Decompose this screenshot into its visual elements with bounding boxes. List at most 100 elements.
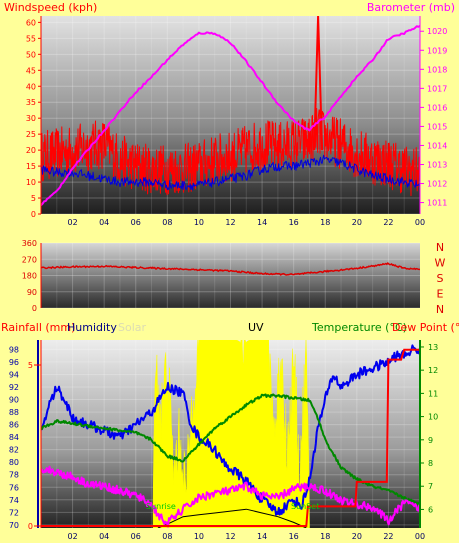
barometer-y-ticks: 1011 1012 1013 1014 1015 1016 1017 1018 1019 1020: [420, 27, 447, 208]
wind-x-tick-label: 04: [99, 218, 109, 227]
wind-x-tick-label: 02: [67, 218, 77, 227]
temperature-y-tick-label: 11: [428, 389, 438, 398]
temperature-y-tick-label: 6: [428, 505, 433, 514]
bottom-legend: Rainfall (mm)Humidity Solar UV Temperature …: [1, 321, 459, 334]
avg_wind-line: [41, 154, 420, 191]
humidity-y-tick-label: 70: [9, 521, 19, 530]
wind-y-tick-label: 25: [26, 130, 36, 139]
wind-x-tick-label: 20: [352, 218, 362, 227]
wind-y-tick-label: 20: [26, 146, 36, 155]
humidity-y-tick-label: 88: [9, 408, 19, 417]
wind-y-tick-label: 30: [26, 114, 36, 123]
direction-y-tick-label: 360: [22, 239, 37, 248]
wind-y-tick-label: 60: [26, 18, 36, 27]
temperature-y-tick-label: 12: [428, 366, 438, 375]
humidity-y-tick-label: 90: [9, 396, 19, 405]
direction-y-tick-label: 90: [27, 288, 37, 297]
barometer-y-tick-label: 1020: [427, 27, 447, 36]
compass-label: E: [437, 288, 444, 301]
humidity-series-group: [41, 340, 420, 528]
bottom-x-ticks: 02 04 06 08 10 12 14 16 18 20 22 00: [67, 532, 425, 541]
wind-series-group: [41, 16, 420, 207]
bottom-x-tick-label: 00: [415, 532, 425, 541]
legend-label: Dew Point (°C): [392, 321, 459, 334]
wind-y-tick-label: 10: [26, 178, 36, 187]
wind-x-tick-label: 10: [194, 218, 204, 227]
rain-y-tick-label: 5: [28, 361, 33, 370]
barometer-y-tick-label: 1012: [427, 180, 447, 189]
barometer-y-tick-label: 1019: [427, 46, 447, 55]
wind-barometer-chart: Windspeed (kph) Barometer (mb) 051015202…: [4, 1, 455, 227]
rain-y-tick-label: 0: [28, 522, 33, 531]
bottom-x-tick-label: 14: [257, 532, 267, 541]
direction-plot-area: [41, 243, 420, 308]
barometer-line: [41, 24, 420, 207]
wind-plot-area: [41, 16, 420, 214]
humidity-y-tick-label: 94: [9, 370, 19, 379]
bottom-x-tick-label: 02: [67, 532, 77, 541]
compass-label: S: [437, 272, 444, 285]
barometer-y-tick-label: 1011: [427, 199, 447, 208]
wind-y-tick-label: 15: [26, 162, 36, 171]
windspeed-axis-label: Windspeed (kph): [4, 1, 97, 14]
humidity-temperature-chart: Rainfall (mm)Humidity Solar UV Temperature …: [1, 321, 459, 541]
bottom-x-tick-label: 06: [131, 532, 141, 541]
direction-y-tick-label: 180: [22, 272, 37, 281]
wind-y-tick-label: 55: [26, 34, 36, 43]
wind-y-tick-label: 0: [31, 210, 36, 219]
rain-line: [41, 348, 420, 527]
wind-y-ticks: 0 5 10 15 20 25 30 35 40 45 50 55 60: [26, 18, 41, 219]
wind-y-tick-label: 50: [26, 50, 36, 59]
sunrise-label: Sunrise: [146, 502, 176, 511]
wind-x-tick-label: 00: [415, 218, 425, 227]
sunset-label: SunSet: [291, 502, 319, 511]
temperature-y-tick-label: 13: [428, 343, 438, 352]
humidity-y-tick-label: 80: [9, 458, 19, 467]
humidity-y-ticks: 70 72 74 76 78 80 82 84 86 88 90 92 94 96 98: [9, 345, 19, 529]
legend-label: Temperature (°C): [311, 321, 407, 334]
humidity-y-tick-label: 78: [9, 471, 19, 480]
barometer-axis-label: Barometer (mb): [367, 1, 455, 14]
rain-y-ticks: 05: [28, 361, 41, 531]
wind-x-tick-label: 08: [162, 218, 172, 227]
bottom-x-tick-label: 18: [320, 532, 330, 541]
direction-grid: [41, 242, 420, 309]
humidity-y-tick-label: 84: [9, 433, 19, 442]
temperature-y-tick-label: 8: [428, 459, 433, 468]
temperature-y-tick-label: 7: [428, 482, 433, 491]
wind-x-tick-label: 12: [225, 218, 235, 227]
barometer-y-tick-label: 1016: [427, 103, 447, 112]
wind-x-tick-label: 18: [320, 218, 330, 227]
barometer-y-tick-label: 1017: [427, 84, 447, 93]
wind-x-tick-label: 16: [289, 218, 299, 227]
direction-y-tick-label: 270: [22, 255, 37, 264]
humidity-y-tick-label: 82: [9, 446, 19, 455]
temperature-y-tick-label: 9: [428, 436, 433, 445]
legend-label: Solar: [118, 321, 147, 334]
temperature-y-ticks: 6 7 8 9 10 11 12 13: [420, 343, 438, 514]
humidity-y-tick-label: 72: [9, 508, 19, 517]
humidity-y-tick-label: 96: [9, 358, 19, 367]
wind-line: [41, 108, 420, 197]
dew_point-line: [41, 465, 420, 528]
wind-x-tick-label: 22: [383, 218, 393, 227]
wind-x-tick-label: 14: [257, 218, 267, 227]
barometer-y-tick-label: 1015: [427, 122, 447, 131]
wind-x-tick-label: 06: [131, 218, 141, 227]
humidity-y-tick-label: 98: [9, 345, 19, 354]
bottom-x-tick-label: 20: [352, 532, 362, 541]
gust-line: [313, 16, 324, 151]
sun-annotations: Sunrise SunSet: [146, 502, 319, 511]
uv-line: [157, 508, 307, 528]
humidity-y-tick-label: 92: [9, 383, 19, 392]
direction-y-ticks: 0 90 180 270 360: [22, 239, 37, 313]
compass-label: N: [436, 241, 444, 254]
bottom-x-tick-label: 10: [194, 532, 204, 541]
barometer-y-tick-label: 1013: [427, 161, 447, 170]
bottom-x-tick-label: 08: [162, 532, 172, 541]
temperature-y-tick-label: 10: [428, 413, 438, 422]
temperature-line: [41, 393, 420, 507]
legend-label: UV: [248, 321, 264, 334]
